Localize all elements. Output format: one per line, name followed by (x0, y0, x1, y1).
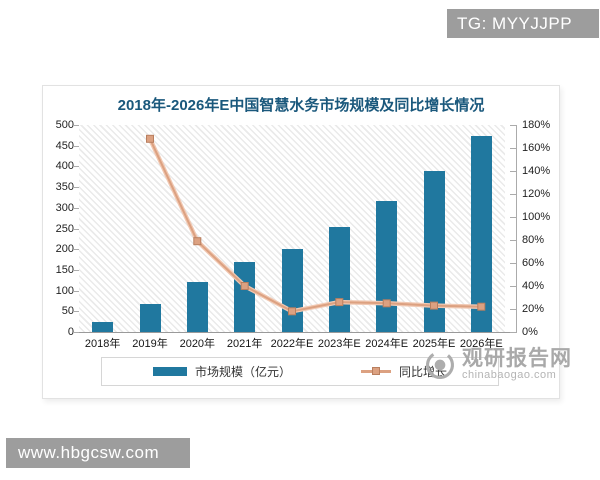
bar (139, 304, 161, 332)
right-axis-tick (510, 240, 516, 241)
top-right-badge: TG: MYYJJPP (447, 9, 599, 38)
bar (423, 171, 445, 332)
left-axis-tick (73, 332, 79, 333)
x-axis-baseline (76, 332, 517, 333)
left-axis-tick (73, 187, 79, 189)
bar (470, 135, 492, 332)
x-axis-label: 2026年E (459, 338, 503, 350)
right-axis-tick-label: 140% (522, 165, 551, 177)
right-axis-tick (510, 125, 516, 126)
left-axis-tick (73, 269, 79, 271)
chart-card: 2018年-2026年E中国智慧水务市场规模及同比增长情况 市场规模（亿元） 同… (42, 85, 571, 399)
left-axis-tick (73, 290, 79, 292)
watermark-domain: chinabaogao.com (462, 369, 557, 382)
watermark-name: 观研报告网 (462, 347, 572, 370)
left-axis-tick (73, 228, 79, 230)
right-axis-tick (510, 332, 516, 333)
left-axis-tick-label: 0 (67, 326, 74, 338)
line-marker-icon (372, 367, 380, 375)
left-axis-tick-label: 200 (55, 243, 74, 256)
right-axis-tick (510, 263, 516, 264)
right-axis-tick-label: 180% (522, 119, 551, 131)
right-axis-tick-label: 100% (522, 211, 551, 223)
top-right-badge-text: TG: MYYJJPP (457, 13, 573, 33)
legend-label-market-size: 市场规模（亿元） (194, 365, 291, 379)
bar (281, 249, 303, 332)
right-axis-tick-label: 60% (522, 257, 545, 269)
left-axis-tick-label: 250 (55, 222, 74, 235)
right-axis-tick-label: 160% (522, 142, 551, 154)
bar (92, 321, 114, 332)
left-axis-tick (73, 311, 79, 313)
right-axis-tick (510, 217, 516, 218)
left-axis-tick-label: 350 (55, 181, 74, 194)
right-axis-tick-label: 0% (522, 326, 538, 338)
left-axis-tick (73, 125, 79, 126)
left-axis-tick-label: 450 (55, 139, 74, 152)
right-axis-tick (510, 148, 516, 149)
x-axis-label: 2021年 (226, 338, 263, 350)
chart-title: 2018年-2026年E中国智慧水务市场规模及同比增长情况 (117, 97, 485, 114)
legend-item-market-size: 市场规模（亿元） (152, 363, 291, 380)
left-axis-tick-label: 300 (55, 201, 74, 214)
right-axis-tick (510, 171, 516, 172)
bottom-left-badge: www.hbgcsw.com (6, 438, 190, 468)
line-series-swatch (361, 367, 391, 375)
left-axis-tick (73, 249, 79, 251)
bar (328, 227, 350, 332)
bar (186, 281, 208, 332)
x-axis-label: 2023年E (317, 338, 361, 350)
bar (234, 261, 256, 332)
bar (376, 201, 398, 332)
left-axis-tick-label: 500 (55, 119, 74, 131)
right-axis-tick-label: 80% (522, 234, 545, 246)
x-axis-label: 2025年E (412, 338, 456, 350)
right-axis-tick-label: 20% (522, 303, 545, 315)
x-axis-label: 2024年E (365, 338, 409, 350)
left-axis-tick-label: 400 (55, 160, 74, 173)
left-axis-tick-label: 100 (55, 284, 74, 297)
bar-series-swatch (152, 367, 187, 376)
left-axis-tick-label: 50 (61, 305, 74, 318)
right-axis-tick-label: 120% (522, 188, 551, 200)
eye-icon (424, 349, 456, 381)
left-axis-tick-label: 150 (55, 263, 74, 276)
legend-box: 市场规模（亿元） 同比增长 (101, 357, 499, 386)
plot-area (79, 125, 505, 332)
bottom-left-badge-text: www.hbgcsw.com (18, 443, 160, 462)
right-axis-tick (510, 286, 516, 287)
x-axis-label: 2020年 (179, 338, 216, 350)
right-axis-tick-label: 40% (522, 280, 545, 292)
watermark: 观研报告网 chinabaogao.com (424, 347, 600, 382)
left-axis-tick (73, 166, 79, 168)
right-axis-line (516, 125, 517, 333)
left-axis-tick (73, 207, 79, 209)
right-axis-tick (510, 309, 516, 310)
right-axis-tick (510, 194, 516, 195)
left-axis-tick (73, 145, 79, 147)
x-axis-label: 2019年 (132, 338, 168, 350)
x-axis-label: 2018年 (84, 338, 121, 350)
x-axis-label: 2022年E (270, 338, 314, 350)
